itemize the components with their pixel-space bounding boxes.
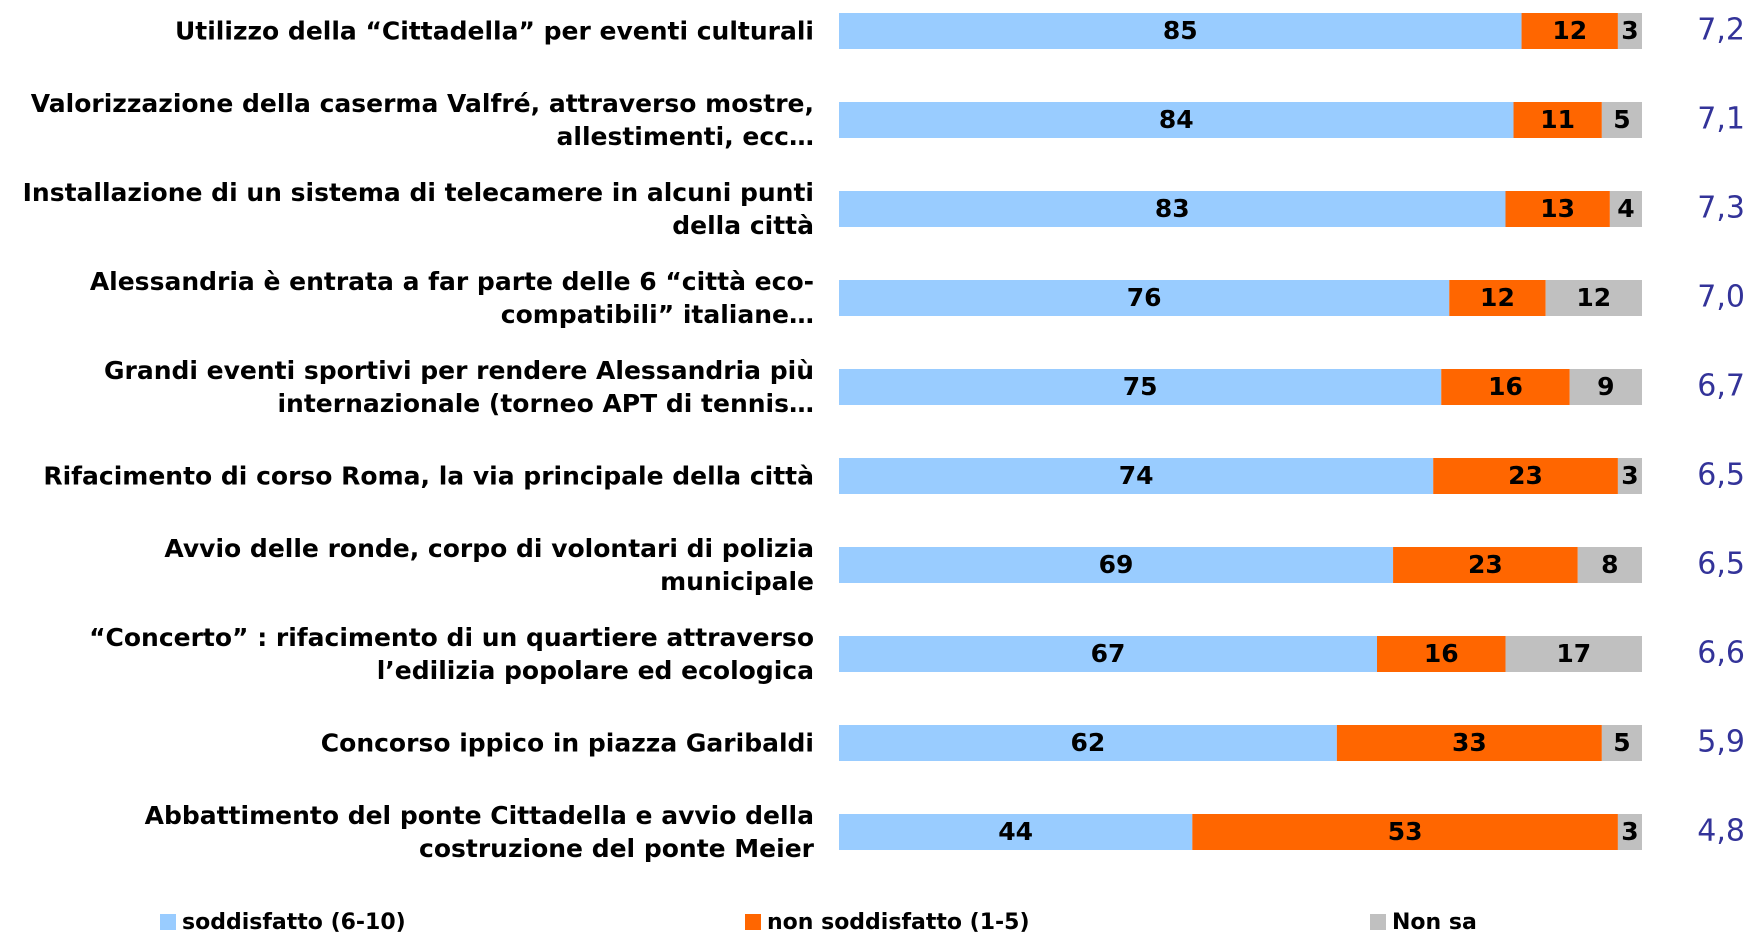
bar-segment <box>1441 369 1570 405</box>
data-label: 5 <box>1613 728 1630 757</box>
mean-score: 5,9 <box>1697 725 1745 760</box>
category-label: Avvio delle ronde, corpo di volontari di… <box>164 534 814 596</box>
bar-segment <box>839 814 1193 850</box>
bar-segment <box>839 458 1434 494</box>
bar-segment <box>1577 547 1642 583</box>
data-label: 12 <box>1552 16 1587 45</box>
data-label: 23 <box>1508 461 1543 490</box>
category-label: Grandi eventi sportivi per rendere Aless… <box>103 356 814 418</box>
bar-segment <box>1601 725 1642 761</box>
mean-score: 7,1 <box>1697 102 1745 137</box>
bar-segment <box>839 191 1506 227</box>
data-label: 9 <box>1597 372 1614 401</box>
bar-segment <box>1505 636 1642 672</box>
mean-score: 7,0 <box>1697 280 1745 315</box>
bar-segment <box>1505 191 1610 227</box>
data-label: 84 <box>1159 105 1194 134</box>
bar-segment <box>1617 814 1642 850</box>
category-label: Installazione di un sistema di telecamer… <box>22 178 814 240</box>
category-label: Abbattimento del ponte Cittadella e avvi… <box>144 801 814 863</box>
bar-segment <box>839 13 1522 49</box>
data-label: 12 <box>1576 283 1611 312</box>
data-label: 13 <box>1540 194 1575 223</box>
bar-segment <box>839 280 1450 316</box>
bar-segment <box>839 547 1394 583</box>
mean-score: 6,5 <box>1697 458 1745 493</box>
bar-segment <box>1545 280 1642 316</box>
category-label: Rifacimento di corso Roma, la via princi… <box>43 461 814 491</box>
mean-score: 6,7 <box>1697 369 1745 404</box>
category-label: Valorizzazione della caserma Valfré, att… <box>30 89 814 151</box>
category-label: Concorso ippico in piazza Garibaldi <box>320 728 814 758</box>
data-label: 69 <box>1099 550 1134 579</box>
legend-label: Non sa <box>1392 910 1477 935</box>
data-label: 76 <box>1127 283 1162 312</box>
mean-score: 4,8 <box>1697 814 1745 849</box>
bar-segment <box>1336 725 1602 761</box>
data-label: 3 <box>1621 461 1638 490</box>
data-label: 3 <box>1621 817 1638 846</box>
data-label: 8 <box>1601 550 1618 579</box>
bar-segment <box>1433 458 1618 494</box>
data-label: 16 <box>1424 639 1459 668</box>
legend-swatch <box>1370 914 1386 930</box>
mean-score: 7,2 <box>1697 13 1745 48</box>
legend-label: soddisfatto (6-10) <box>182 910 406 935</box>
data-label: 3 <box>1621 16 1638 45</box>
category-label: “Concerto” : rifacimento di un quartiere… <box>89 623 814 685</box>
data-label: 33 <box>1452 728 1487 757</box>
bar-segment <box>1569 369 1642 405</box>
legend-swatch <box>160 914 176 930</box>
mean-score: 7,3 <box>1697 191 1745 226</box>
bar-segment <box>1617 458 1642 494</box>
mean-score: 6,6 <box>1697 636 1745 671</box>
bar-segment <box>839 636 1378 672</box>
legend-swatch <box>745 914 761 930</box>
bar-segment <box>839 725 1337 761</box>
bar-segment <box>1521 13 1618 49</box>
bar-segment <box>1449 280 1546 316</box>
data-label: 11 <box>1540 105 1575 134</box>
data-label: 74 <box>1119 461 1154 490</box>
bar-segment <box>1609 191 1642 227</box>
bar-segment <box>1617 13 1642 49</box>
bar-segment <box>1192 814 1618 850</box>
data-label: 23 <box>1468 550 1503 579</box>
bar-segment <box>1393 547 1578 583</box>
bar-segment <box>839 369 1442 405</box>
bar-segment <box>839 102 1514 138</box>
data-label: 17 <box>1556 639 1591 668</box>
data-label: 85 <box>1163 16 1198 45</box>
bar-segment <box>1513 102 1602 138</box>
mean-score: 6,5 <box>1697 547 1745 582</box>
data-label: 5 <box>1613 105 1630 134</box>
category-label: Alessandria è entrata a far parte delle … <box>89 267 814 329</box>
data-label: 75 <box>1123 372 1158 401</box>
data-label: 16 <box>1488 372 1523 401</box>
data-label: 53 <box>1388 817 1423 846</box>
data-label: 4 <box>1617 194 1634 223</box>
data-label: 67 <box>1091 639 1126 668</box>
data-label: 12 <box>1480 283 1515 312</box>
data-label: 62 <box>1071 728 1106 757</box>
data-label: 44 <box>998 817 1033 846</box>
bar-segment <box>1601 102 1642 138</box>
data-label: 83 <box>1155 194 1190 223</box>
category-label: Utilizzo della “Cittadella” per eventi c… <box>174 16 814 46</box>
legend-label: non soddisfatto (1-5) <box>767 910 1030 935</box>
bar-segment <box>1377 636 1506 672</box>
